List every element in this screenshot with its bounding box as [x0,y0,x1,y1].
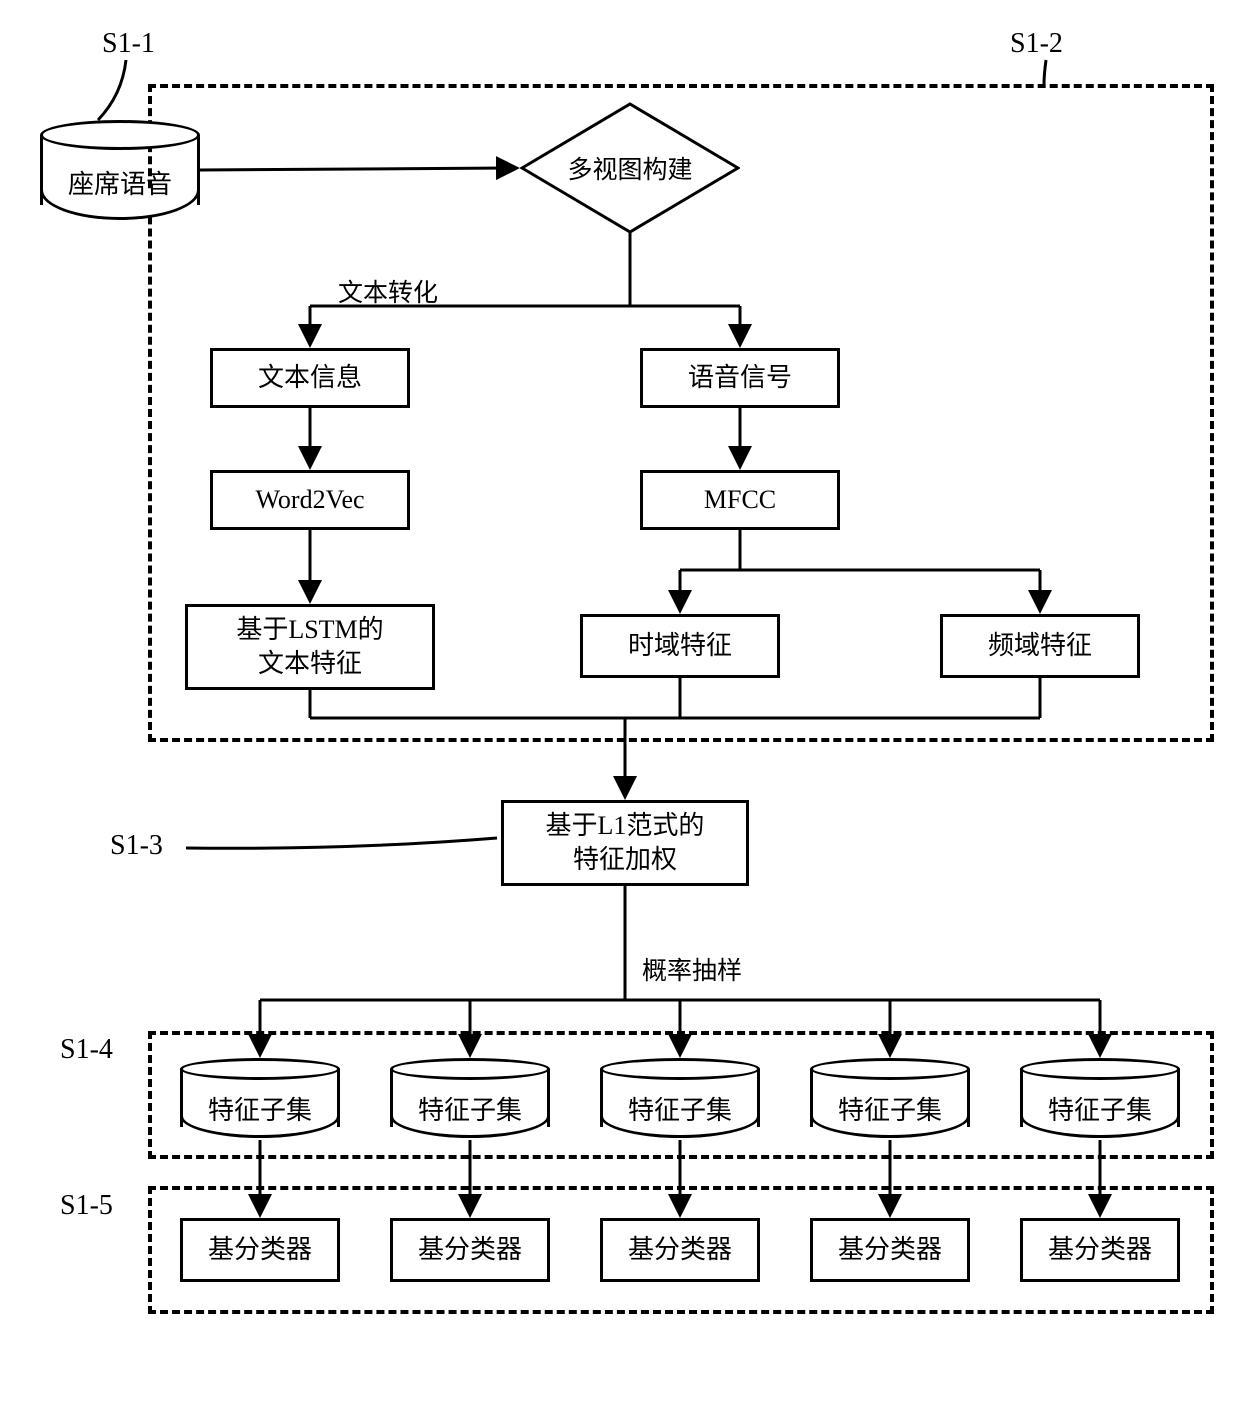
cylinder-subset-1: 特征子集 [390,1058,550,1138]
edge-label-prob-sample: 概率抽样 [642,951,742,987]
box-l1-weight: 基于L1范式的 特征加权 [501,800,749,886]
box-time-feat-text: 时域特征 [628,629,732,663]
cylinder-subset-4: 特征子集 [1020,1058,1180,1138]
box-mfcc-text: MFCC [704,483,776,517]
section-label-s1-5: S1-5 [60,1190,113,1222]
box-clf-3-text: 基分类器 [838,1233,942,1267]
box-word2vec-text: Word2Vec [255,483,364,517]
box-clf-3: 基分类器 [810,1218,970,1282]
box-freq-feat-text: 频域特征 [988,629,1092,663]
diamond-multiview-text: 多视图构建 [520,150,740,186]
box-clf-0: 基分类器 [180,1218,340,1282]
box-clf-2: 基分类器 [600,1218,760,1282]
box-clf-4: 基分类器 [1020,1218,1180,1282]
diamond-multiview: 多视图构建 [520,102,740,234]
box-text-info: 文本信息 [210,348,410,408]
box-mfcc: MFCC [640,470,840,530]
box-voice-signal: 语音信号 [640,348,840,408]
box-clf-2-text: 基分类器 [628,1233,732,1267]
cylinder-subset-3-text: 特征子集 [810,1090,970,1127]
box-text-info-text: 文本信息 [258,361,362,395]
box-voice-signal-text: 语音信号 [688,361,792,395]
box-lstm-feat-text: 基于LSTM的 文本特征 [236,613,383,681]
cylinder-subset-0: 特征子集 [180,1058,340,1138]
cylinder-subset-4-text: 特征子集 [1020,1090,1180,1127]
box-time-feat: 时域特征 [580,614,780,678]
edge-label-text-conv: 文本转化 [338,273,438,309]
section-label-s1-3: S1-3 [110,830,163,862]
cylinder-subset-0-text: 特征子集 [180,1090,340,1127]
section-label-s1-1: S1-1 [102,28,155,60]
cylinder-subset-3: 特征子集 [810,1058,970,1138]
box-clf-4-text: 基分类器 [1048,1233,1152,1267]
box-clf-1-text: 基分类器 [418,1233,522,1267]
box-l1-weight-text: 基于L1范式的 特征加权 [546,809,705,877]
box-lstm-feat: 基于LSTM的 文本特征 [185,604,435,690]
cylinder-subset-1-text: 特征子集 [390,1090,550,1127]
cylinder-agent-voice-text: 座席语音 [40,164,200,201]
cylinder-subset-2-text: 特征子集 [600,1090,760,1127]
section-label-s1-4: S1-4 [60,1034,113,1066]
cylinder-subset-2: 特征子集 [600,1058,760,1138]
box-freq-feat: 频域特征 [940,614,1140,678]
section-label-s1-2: S1-2 [1010,28,1063,60]
box-word2vec: Word2Vec [210,470,410,530]
box-clf-0-text: 基分类器 [208,1233,312,1267]
cylinder-agent-voice: 座席语音 [40,120,200,220]
box-clf-1: 基分类器 [390,1218,550,1282]
